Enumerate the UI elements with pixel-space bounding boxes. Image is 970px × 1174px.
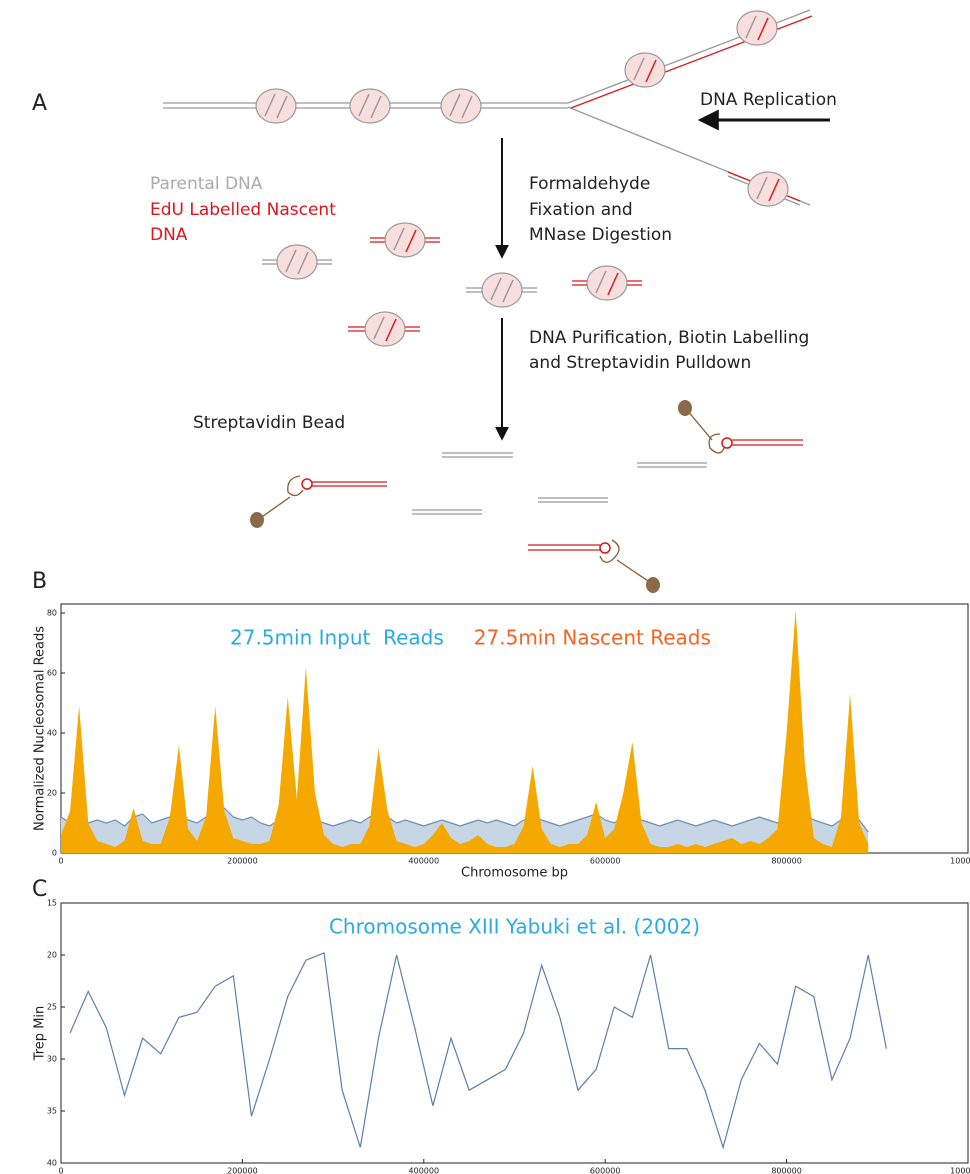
legend-label: 27.5min Nascent Reads	[474, 626, 711, 650]
nucleosome	[481, 272, 523, 308]
step-text: MNase Digestion	[529, 225, 672, 245]
y-tick-label: 0	[52, 849, 57, 858]
plot-frame	[60, 902, 969, 1164]
y-tick-label: 35	[47, 1107, 57, 1116]
area-edge	[60, 807, 869, 833]
legend-nascent: DNA	[150, 225, 188, 245]
legend-parental: Parental DNA	[150, 174, 263, 194]
biotin	[301, 437, 733, 554]
area	[61, 808, 869, 853]
x-tick-label: 600000	[590, 857, 621, 866]
y-axis-label: Trep Min	[33, 1006, 48, 1062]
y-tick-label: 25	[47, 1003, 57, 1012]
nucleosome	[349, 88, 391, 124]
panel-label: A	[32, 91, 47, 116]
x-tick-label: 400000	[409, 857, 440, 866]
nucleosome	[586, 265, 628, 301]
y-tick-label: 40	[47, 1159, 57, 1168]
x-tick-label: 0	[58, 1167, 63, 1174]
line	[69, 952, 887, 1150]
x-tick-label: 400000	[409, 1167, 440, 1174]
nucleosome	[736, 10, 778, 46]
streptavidin	[258, 409, 725, 584]
legend-label: 27.5min Input Reads	[230, 626, 444, 650]
nucleosome	[440, 88, 482, 124]
step-text: Fixation and	[529, 200, 633, 220]
step-text: DNA Purification, Biotin Labelling	[529, 328, 809, 348]
x-tick-label: 1000000	[950, 857, 970, 866]
bead-label: Streptavidin Bead	[193, 413, 345, 433]
y-tick-label: 80	[47, 609, 57, 618]
x-tick-label: 200000	[227, 857, 258, 866]
nucleosome	[276, 244, 318, 280]
y-tick-label: 30	[47, 1055, 57, 1064]
nucleosome	[747, 171, 789, 207]
bead	[250, 400, 692, 593]
y-tick-label: 40	[47, 729, 57, 738]
panel-label: C	[32, 877, 47, 902]
nucleosome	[255, 88, 297, 124]
x-tick-label: 800000	[771, 857, 802, 866]
step-text: and Streptavidin Pulldown	[529, 353, 751, 373]
fork-label: DNA Replication	[700, 90, 837, 110]
y-axis-label: Normalized Nucleosomal Reads	[33, 626, 48, 831]
y-tick-label: 15	[47, 899, 57, 908]
panel-label: B	[32, 569, 47, 594]
y-tick-label: 60	[47, 669, 57, 678]
y-tick-label: 20	[47, 951, 57, 960]
nucleosome	[624, 52, 666, 88]
x-tick-label: 200000	[227, 1167, 258, 1174]
nucleosome	[364, 311, 406, 347]
nucleosome	[384, 222, 426, 258]
x-axis-label: Chromosome bp	[461, 866, 568, 881]
step-text: Formaldehyde	[529, 174, 650, 194]
y-tick-label: 20	[47, 789, 57, 798]
x-tick-label: 0	[58, 857, 63, 866]
chart-title: Chromosome XIII Yabuki et al. (2002)	[329, 915, 700, 939]
legend-nascent: EdU Labelled Nascent	[150, 200, 336, 220]
x-tick-label: 1000000	[950, 1167, 970, 1174]
captured-fragment	[312, 439, 803, 551]
x-tick-label: 600000	[590, 1167, 621, 1174]
area	[61, 610, 869, 853]
fragment	[412, 452, 707, 515]
x-tick-label: 800000	[771, 1167, 802, 1174]
